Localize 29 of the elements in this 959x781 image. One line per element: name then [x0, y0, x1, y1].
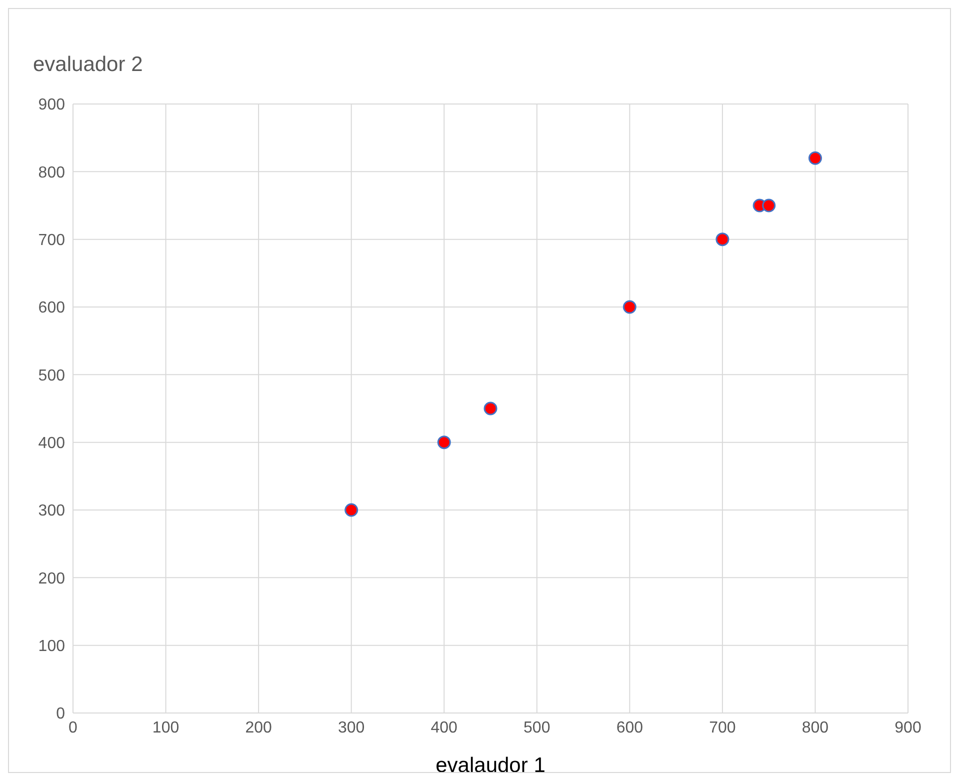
y-tick-label: 400	[38, 435, 66, 452]
x-tick-label: 500	[524, 719, 550, 736]
x-tick-label: 700	[709, 719, 736, 736]
y-tick-label: 0	[56, 706, 66, 723]
point	[484, 402, 498, 416]
x-tick-label: 800	[802, 719, 829, 736]
x-tick-label: 400	[430, 719, 458, 736]
y-tick-label: 800	[38, 164, 66, 182]
y-axis-title: evaluador 2	[33, 53, 143, 77]
y-tick-label: 900	[38, 96, 66, 114]
y-tick-label: 500	[38, 367, 66, 384]
x-tick-label: 900	[894, 719, 922, 736]
y-tick-label: 200	[38, 570, 66, 588]
x-axis-title: evalaudor 1	[436, 754, 546, 777]
x-tick-label: 600	[616, 719, 644, 736]
point	[622, 300, 636, 314]
point	[344, 503, 358, 517]
point	[437, 436, 451, 450]
y-tick-label: 300	[38, 502, 66, 520]
x-tick-label: 200	[245, 719, 272, 736]
x-tick-label: 300	[338, 719, 365, 736]
point	[808, 151, 822, 165]
point	[762, 198, 776, 212]
y-tick-label: 100	[38, 638, 66, 656]
y-tick-label: 600	[38, 300, 66, 317]
y-tick-label: 700	[38, 232, 66, 250]
x-tick-label: 100	[152, 719, 180, 736]
x-tick-label: 0	[68, 719, 78, 736]
point	[716, 232, 730, 246]
